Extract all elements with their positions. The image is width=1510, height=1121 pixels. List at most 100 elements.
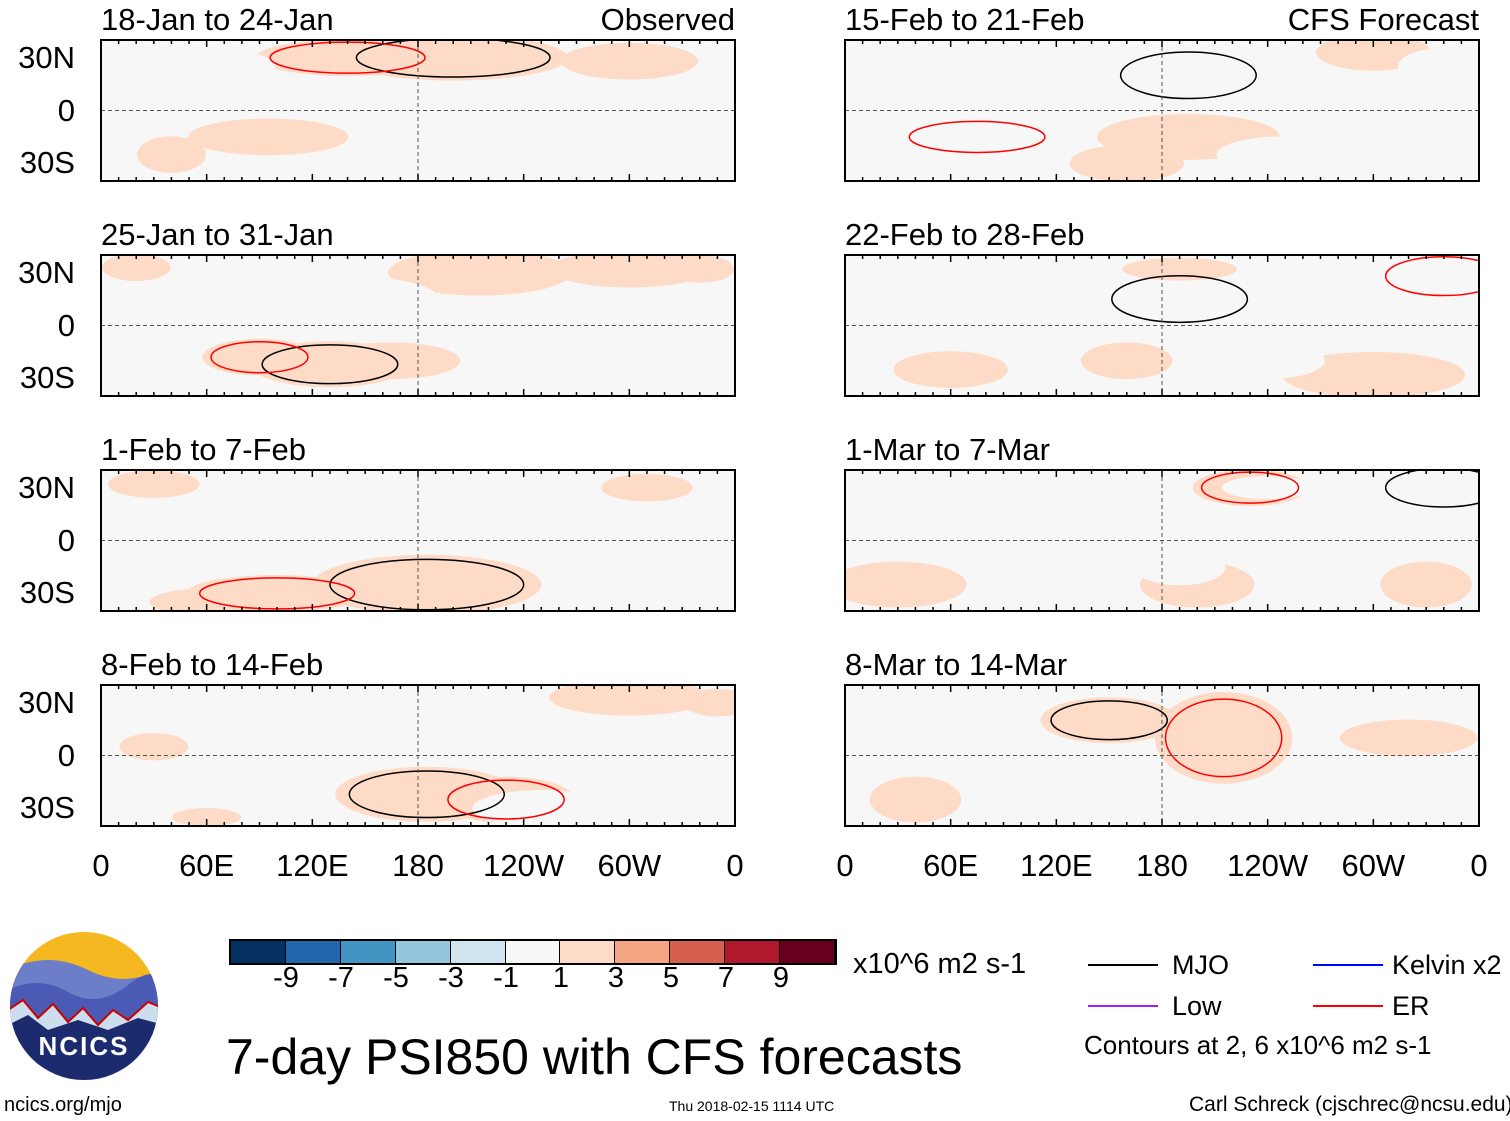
lon-tick-label: 120W <box>1227 848 1309 883</box>
lat-tick-label: 0 <box>57 92 75 128</box>
colorbar-swatch <box>670 941 726 963</box>
lon-tick-label: 0 <box>1470 848 1488 883</box>
colorbar-swatch <box>725 941 781 963</box>
anomaly-blob <box>1108 47 1269 103</box>
lon-tick-label: 60W <box>597 848 662 883</box>
anomaly-blob <box>999 548 1114 586</box>
panel-title: 22-Feb to 28-Feb <box>845 217 1085 252</box>
anomaly-blob <box>560 552 699 599</box>
anomaly-blob <box>869 776 962 823</box>
anomaly-blob <box>101 255 171 282</box>
anomaly-blob <box>190 280 329 318</box>
site-link[interactable]: ncics.org/mjo <box>4 1094 122 1116</box>
anomaly-blob <box>1221 476 1314 500</box>
map-panel <box>100 254 736 397</box>
anomaly-blob <box>1099 271 1260 327</box>
panel-title: 15-Feb to 21-Feb <box>845 2 1085 37</box>
lon-tick-label: 120W <box>483 848 565 883</box>
map-panel <box>100 469 736 612</box>
anomaly-blob <box>1398 48 1479 85</box>
panel-title: 25-Jan to 31-Jan <box>101 217 334 252</box>
anomaly-blob <box>1210 342 1325 380</box>
anomaly-blob <box>388 255 572 296</box>
anomaly-blob <box>1133 548 1226 586</box>
colorbar-tick: 9 <box>772 962 790 994</box>
lat-tick-label: 30S <box>19 360 75 396</box>
lon-tick-label: 120E <box>1020 848 1093 883</box>
anomaly-blob <box>1154 692 1293 784</box>
anomaly-blob <box>188 118 349 156</box>
panel-title: 8-Feb to 14-Feb <box>101 647 324 682</box>
anomaly-blob <box>601 473 693 502</box>
anomaly-blob <box>472 790 610 826</box>
anomaly-blob <box>893 351 1008 388</box>
legend-low: Low <box>1172 991 1222 1021</box>
lon-tick-label: 60E <box>179 848 235 883</box>
lon-tick-label: 0 <box>726 848 744 883</box>
credit: Carl Schreck (cjschrec@ncsu.edu) <box>1189 1093 1510 1116</box>
colorbar-tick: -1 <box>493 962 519 994</box>
anomaly-blob <box>1040 697 1178 744</box>
anomaly-blob <box>1281 351 1465 396</box>
panel-kind-label: CFS Forecast <box>1287 2 1479 37</box>
lat-tick-label: 30S <box>19 145 75 181</box>
timestamp: Thu 2018-02-15 1114 UTC <box>669 1098 835 1114</box>
logo-text: NCICS <box>39 1031 130 1061</box>
colorbar-swatch <box>231 941 286 963</box>
lon-tick-label: 60W <box>1341 848 1406 883</box>
panel-title: 1-Mar to 7-Mar <box>845 432 1050 467</box>
colorbar-swatch <box>285 941 341 963</box>
anomaly-blob <box>256 40 440 76</box>
colorbar-tick: 7 <box>717 962 735 994</box>
anomaly-blob <box>349 470 487 511</box>
anomaly-blob <box>1339 719 1478 757</box>
anomaly-blob <box>845 561 967 608</box>
colorbar-tick: -9 <box>273 962 299 994</box>
lat-tick-label: 30S <box>19 790 75 826</box>
colorbar-swatch <box>560 941 616 963</box>
anomaly-blob <box>845 255 897 291</box>
legend-kelvin: Kelvin x2 <box>1392 950 1502 980</box>
wave-contour <box>1050 700 1169 741</box>
lon-tick-label: 60E <box>923 848 979 883</box>
lon-tick-label: 180 <box>1136 848 1188 883</box>
anomaly-blob <box>683 688 735 717</box>
anomaly-blob <box>1380 561 1472 608</box>
anomaly-blob <box>461 351 622 396</box>
anomaly-blob <box>1080 342 1173 380</box>
map-panel <box>100 39 736 182</box>
legend-low-line <box>1088 1005 1158 1007</box>
contours-note: Contours at 2, 6 x10^6 m2 s-1 <box>1084 1030 1432 1060</box>
lat-tick-label: 30N <box>18 684 75 720</box>
map-panel <box>844 254 1480 397</box>
panel-title: 1-Feb to 7-Feb <box>101 432 307 467</box>
colorbar-swatch <box>505 941 561 963</box>
anomaly-blob <box>1375 470 1479 511</box>
colorbar-tick: -3 <box>438 962 464 994</box>
anomaly-blob <box>845 43 956 90</box>
anomaly-blob <box>1368 776 1479 823</box>
anomaly-blob <box>172 808 241 826</box>
panel-title: 18-Jan to 24-Jan <box>101 2 334 37</box>
lat-tick-label: 0 <box>57 307 75 343</box>
colorbar-swatch <box>340 941 396 963</box>
anomaly-blob <box>665 255 735 283</box>
anomaly-blob <box>1216 790 1354 826</box>
colorbar-tick: 1 <box>552 962 570 994</box>
anomaly-blob <box>454 473 593 520</box>
wave-contour <box>1164 698 1283 778</box>
wave-contour <box>908 120 1046 154</box>
lat-tick-label: 30N <box>18 39 75 75</box>
anomaly-blob <box>549 685 710 716</box>
lon-tick-label: 120E <box>276 848 349 883</box>
anomaly-blob <box>896 118 1058 156</box>
anomaly-blob <box>125 785 218 814</box>
anomaly-blob <box>589 360 705 396</box>
colorbar-units: x10^6 m2 s-1 <box>853 948 1027 980</box>
lon-tick-label: 180 <box>392 848 444 883</box>
colorbar-swatch <box>395 941 451 963</box>
legend-er-line <box>1313 1005 1383 1007</box>
anomaly-blob <box>957 56 1050 94</box>
lat-tick-label: 30N <box>18 254 75 290</box>
